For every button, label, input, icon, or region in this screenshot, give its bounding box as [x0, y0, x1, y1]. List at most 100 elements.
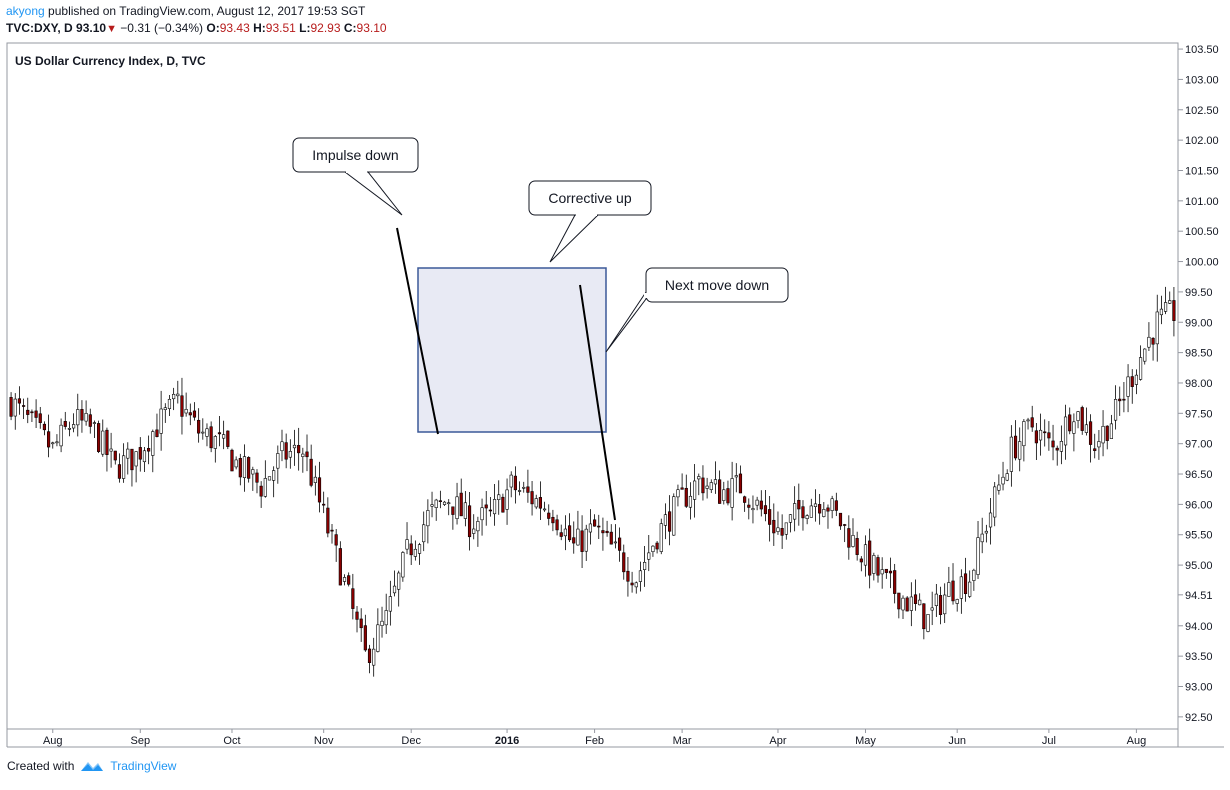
candle-body — [772, 519, 776, 534]
candle-body — [776, 527, 780, 532]
candle-body — [1022, 421, 1026, 447]
candle-body — [759, 500, 763, 510]
candle-body — [242, 456, 247, 478]
candle-body — [913, 594, 918, 604]
candle-body — [301, 453, 305, 457]
corrective-range-box[interactable] — [417, 267, 607, 433]
tradingview-logo-icon[interactable] — [80, 759, 104, 773]
candle-body — [1038, 429, 1043, 441]
candle-body — [738, 473, 743, 494]
candle-body — [472, 528, 476, 534]
candle-body — [1168, 300, 1172, 304]
candle-body — [84, 413, 88, 422]
x-tick-label: May — [855, 735, 876, 747]
candle-body — [330, 529, 334, 532]
candle-body — [868, 540, 872, 576]
candle-body — [1001, 476, 1005, 485]
candle-body — [934, 593, 938, 606]
candle-body — [159, 408, 163, 434]
publish-line: akyong published on TradingView.com, Aug… — [6, 3, 387, 20]
x-tick-label: Dec — [401, 735, 421, 747]
y-tick-label: 100.50 — [1185, 226, 1219, 238]
candle-body — [1134, 374, 1138, 385]
candle-body — [1109, 423, 1113, 439]
candle-body — [34, 410, 38, 418]
y-tick-label: 101.50 — [1185, 165, 1219, 177]
corrective-callout-label: Corrective up — [548, 190, 631, 206]
candle-body — [292, 444, 297, 449]
next-callout-box[interactable] — [645, 267, 789, 303]
candle-body — [484, 504, 488, 509]
candle-body — [726, 488, 730, 504]
y-tick-label: 93.50 — [1185, 651, 1213, 663]
candle-body — [551, 516, 555, 524]
candle-body — [718, 479, 722, 504]
candle-body — [634, 582, 638, 588]
candle-body — [351, 588, 355, 609]
candle-body — [968, 581, 972, 597]
candle-body — [880, 569, 884, 575]
candle-body — [826, 507, 830, 512]
candle-body — [668, 511, 672, 532]
candle-body — [21, 405, 26, 407]
candle-body — [1155, 311, 1159, 345]
candle-body — [734, 475, 738, 478]
candle-body — [888, 570, 893, 574]
candle-body — [163, 407, 167, 411]
candle-body — [938, 595, 943, 615]
candle-body — [580, 530, 584, 552]
candle-body — [959, 576, 963, 599]
candle-body — [176, 393, 180, 397]
footer: Created with TradingView — [7, 759, 176, 773]
candle-body — [1088, 421, 1093, 445]
candle-body — [238, 458, 242, 478]
tradingview-brand[interactable]: TradingView — [110, 759, 177, 773]
candle-body — [438, 500, 442, 502]
author-link[interactable]: akyong — [6, 4, 45, 18]
candle-body — [509, 474, 513, 488]
candle-body — [1072, 421, 1076, 434]
candle-body — [563, 528, 568, 537]
y-tick-label: 103.00 — [1185, 74, 1219, 86]
candle-body — [530, 491, 534, 505]
y-tick-label: 95.00 — [1185, 560, 1213, 572]
candle-body — [1080, 407, 1084, 431]
candle-body — [1097, 441, 1101, 448]
candle-body — [1047, 432, 1051, 439]
close-label: C: — [343, 21, 357, 35]
y-tick-label: 102.50 — [1185, 105, 1219, 117]
candle-body — [134, 451, 138, 467]
candle-body — [126, 448, 130, 459]
impulse-trend-line[interactable] — [396, 227, 439, 435]
candle-body — [113, 450, 117, 461]
candle-body — [709, 482, 713, 490]
candle-body — [876, 557, 880, 576]
candle-body — [663, 514, 668, 526]
next-move-trend-line[interactable] — [579, 284, 616, 521]
candle-body — [451, 506, 455, 515]
candle-body — [909, 596, 913, 611]
candle-body — [788, 514, 793, 523]
y-tick-label: 93.00 — [1185, 682, 1213, 694]
candle-body — [567, 525, 572, 541]
candle-body — [392, 585, 397, 594]
candle-body — [172, 393, 176, 400]
candle-body — [122, 455, 126, 479]
candle-body — [559, 532, 563, 537]
candle-body — [1118, 398, 1122, 402]
candle-body — [1105, 425, 1109, 441]
candle-body — [1063, 416, 1068, 446]
candle-body — [1084, 424, 1088, 433]
candle-body — [1172, 300, 1176, 321]
candle-body — [1122, 398, 1126, 401]
candle-body — [388, 596, 392, 612]
symbol-label[interactable]: TVC:DXY, D — [6, 21, 73, 35]
candle-body — [263, 478, 267, 497]
candle-body — [1005, 473, 1009, 481]
impulse-callout-label: Impulse down — [312, 147, 398, 163]
x-tick-label: Nov — [314, 735, 334, 747]
candle-body — [947, 582, 951, 597]
candle-body — [276, 453, 280, 469]
